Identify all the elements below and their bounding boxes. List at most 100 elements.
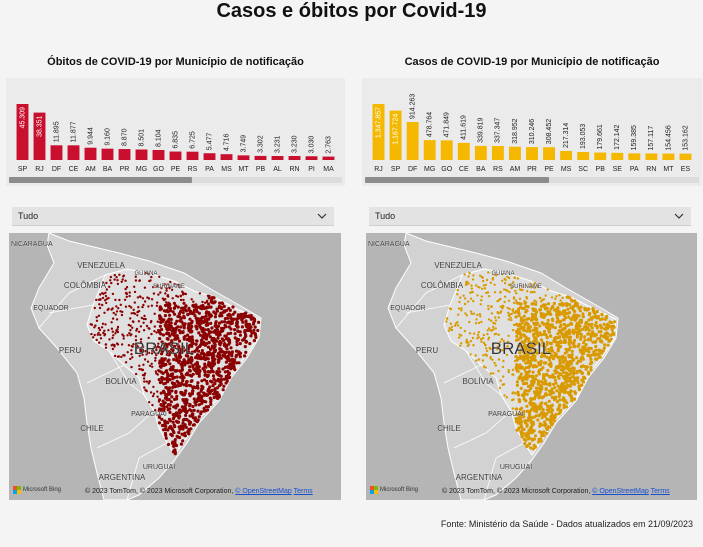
municipality-dot[interactable] bbox=[111, 330, 115, 333]
municipality-dot[interactable] bbox=[140, 350, 143, 354]
municipality-dot[interactable] bbox=[128, 304, 131, 308]
municipality-dot[interactable] bbox=[467, 282, 470, 285]
municipality-dot[interactable] bbox=[175, 319, 179, 323]
municipality-dot[interactable] bbox=[568, 384, 573, 388]
municipality-dot[interactable] bbox=[544, 431, 548, 435]
municipality-dot[interactable] bbox=[605, 331, 609, 335]
bar-GO[interactable] bbox=[152, 149, 165, 160]
municipality-dot[interactable] bbox=[158, 317, 162, 321]
municipality-dot[interactable] bbox=[531, 407, 536, 411]
municipality-dot[interactable] bbox=[191, 404, 195, 409]
municipality-dot[interactable] bbox=[215, 396, 219, 400]
municipality-dot[interactable] bbox=[141, 353, 144, 356]
municipality-dot[interactable] bbox=[186, 333, 190, 337]
municipality-dot[interactable] bbox=[116, 343, 120, 346]
municipality-dot[interactable] bbox=[171, 413, 175, 417]
municipality-dot[interactable] bbox=[559, 344, 563, 349]
municipality-dot[interactable] bbox=[111, 307, 114, 310]
municipality-dot[interactable] bbox=[115, 276, 118, 279]
municipality-dot[interactable] bbox=[148, 364, 152, 367]
municipality-dot[interactable] bbox=[505, 396, 509, 399]
municipality-dot[interactable] bbox=[205, 408, 210, 412]
municipality-dot[interactable] bbox=[493, 322, 497, 325]
municipality-dot[interactable] bbox=[136, 296, 140, 299]
municipality-dot[interactable] bbox=[530, 351, 534, 355]
municipality-dot[interactable] bbox=[120, 355, 123, 359]
municipality-dot[interactable] bbox=[157, 415, 162, 419]
municipality-dot[interactable] bbox=[550, 296, 554, 299]
municipality-dot[interactable] bbox=[570, 298, 574, 302]
municipality-dot[interactable] bbox=[222, 320, 227, 324]
municipality-dot[interactable] bbox=[566, 307, 570, 311]
municipality-dot[interactable] bbox=[458, 300, 461, 304]
municipality-dot[interactable] bbox=[515, 363, 519, 367]
municipality-dot[interactable] bbox=[129, 334, 132, 337]
municipality-dot[interactable] bbox=[181, 421, 185, 425]
municipality-dot[interactable] bbox=[469, 353, 472, 356]
municipality-dot[interactable] bbox=[472, 274, 475, 277]
municipality-dot[interactable] bbox=[487, 318, 491, 321]
municipality-dot[interactable] bbox=[506, 340, 510, 343]
municipality-dot[interactable] bbox=[535, 310, 539, 314]
municipality-dot[interactable] bbox=[202, 406, 206, 411]
municipality-dot[interactable] bbox=[494, 327, 497, 330]
municipality-dot[interactable] bbox=[195, 346, 200, 350]
municipality-dot[interactable] bbox=[163, 283, 166, 286]
municipality-dot[interactable] bbox=[535, 407, 539, 411]
municipality-dot[interactable] bbox=[176, 305, 180, 309]
municipality-dot[interactable] bbox=[524, 365, 529, 370]
municipality-dot[interactable] bbox=[116, 282, 120, 286]
municipality-dot[interactable] bbox=[148, 327, 151, 330]
municipality-dot[interactable] bbox=[533, 286, 536, 290]
municipality-dot[interactable] bbox=[165, 405, 169, 409]
municipality-dot[interactable] bbox=[150, 332, 153, 336]
municipality-dot[interactable] bbox=[160, 417, 164, 421]
municipality-dot[interactable] bbox=[153, 312, 156, 315]
municipality-dot[interactable] bbox=[232, 358, 237, 362]
municipality-dot[interactable] bbox=[522, 306, 526, 310]
municipality-dot[interactable] bbox=[189, 384, 193, 388]
municipality-dot[interactable] bbox=[566, 391, 570, 395]
municipality-dot[interactable] bbox=[113, 343, 116, 347]
municipality-dot[interactable] bbox=[479, 338, 483, 341]
municipality-dot[interactable] bbox=[160, 352, 164, 356]
municipality-dot[interactable] bbox=[129, 357, 132, 361]
municipality-dot[interactable] bbox=[136, 314, 139, 317]
municipality-dot[interactable] bbox=[103, 333, 107, 336]
municipality-dot[interactable] bbox=[218, 301, 222, 305]
municipality-dot[interactable] bbox=[172, 431, 176, 435]
municipality-dot[interactable] bbox=[158, 324, 162, 328]
municipality-dot[interactable] bbox=[587, 322, 591, 326]
municipality-dot[interactable] bbox=[119, 303, 123, 306]
municipality-dot[interactable] bbox=[553, 378, 557, 382]
municipality-dot[interactable] bbox=[163, 342, 167, 346]
municipality-dot[interactable] bbox=[554, 395, 558, 399]
municipality-dot[interactable] bbox=[223, 317, 227, 321]
municipality-dot[interactable] bbox=[537, 361, 541, 365]
municipality-dot[interactable] bbox=[478, 286, 481, 289]
municipality-dot[interactable] bbox=[525, 329, 529, 333]
municipality-dot[interactable] bbox=[219, 311, 223, 315]
municipality-dot[interactable] bbox=[181, 439, 185, 443]
municipality-dot[interactable] bbox=[218, 321, 222, 325]
municipality-dot[interactable] bbox=[594, 344, 598, 349]
municipality-dot[interactable] bbox=[199, 394, 203, 398]
municipality-dot[interactable] bbox=[236, 325, 240, 329]
municipality-dot[interactable] bbox=[186, 349, 190, 354]
bar-PB[interactable] bbox=[594, 152, 607, 160]
municipality-dot[interactable] bbox=[553, 415, 557, 419]
municipality-dot[interactable] bbox=[520, 433, 524, 438]
municipality-dot[interactable] bbox=[217, 358, 221, 362]
municipality-dot[interactable] bbox=[233, 368, 237, 372]
municipality-dot[interactable] bbox=[556, 384, 560, 388]
municipality-dot[interactable] bbox=[142, 321, 145, 324]
municipality-dot[interactable] bbox=[99, 333, 102, 337]
municipality-dot[interactable] bbox=[101, 322, 105, 325]
municipality-dot[interactable] bbox=[558, 302, 562, 306]
municipality-dot[interactable] bbox=[163, 424, 167, 428]
municipality-dot[interactable] bbox=[184, 403, 188, 407]
municipality-dot[interactable] bbox=[571, 315, 575, 319]
municipality-dot[interactable] bbox=[204, 405, 208, 409]
municipality-dot[interactable] bbox=[197, 368, 201, 372]
municipality-dot[interactable] bbox=[196, 363, 200, 367]
